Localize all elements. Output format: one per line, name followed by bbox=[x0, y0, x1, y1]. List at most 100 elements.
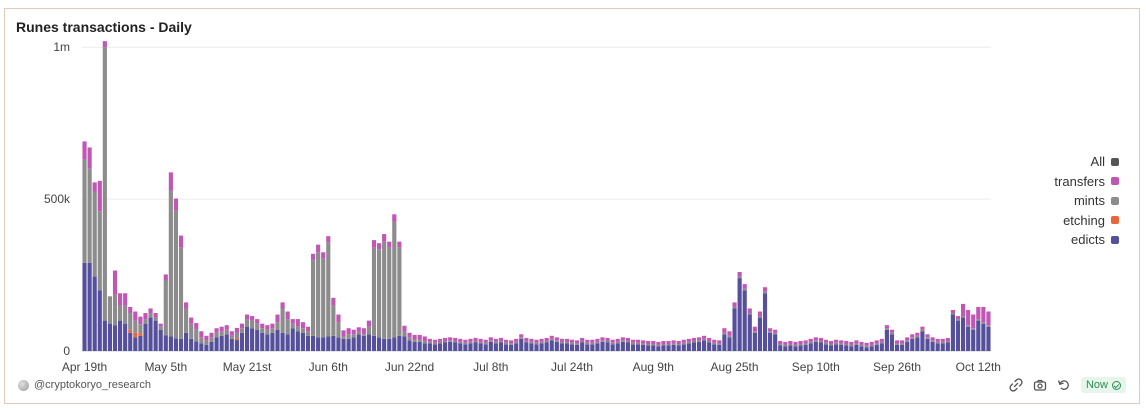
bar-edicts[interactable] bbox=[778, 345, 783, 351]
bar-transfers[interactable] bbox=[194, 323, 199, 330]
bar-edicts[interactable] bbox=[813, 341, 818, 351]
bar-transfers[interactable] bbox=[686, 338, 691, 342]
bar-transfers[interactable] bbox=[219, 326, 224, 332]
bar-edicts[interactable] bbox=[316, 337, 321, 351]
bar-mints[interactable] bbox=[158, 326, 163, 330]
bar-mints[interactable] bbox=[676, 344, 681, 346]
bar-transfers[interactable] bbox=[346, 328, 351, 335]
bar-edicts[interactable] bbox=[229, 338, 234, 351]
bar-mints[interactable] bbox=[818, 340, 823, 343]
bar-edicts[interactable] bbox=[834, 344, 839, 351]
bar-edicts[interactable] bbox=[625, 342, 630, 351]
bar-edicts[interactable] bbox=[107, 323, 113, 351]
bar-edicts[interactable] bbox=[610, 344, 615, 351]
bar-edicts[interactable] bbox=[118, 320, 123, 351]
status-badge[interactable]: Now bbox=[1080, 377, 1126, 393]
bar-transfers[interactable] bbox=[341, 330, 346, 337]
bar-transfers[interactable] bbox=[712, 339, 717, 343]
bar-edicts[interactable] bbox=[397, 335, 402, 351]
bar-transfers[interactable] bbox=[458, 338, 463, 342]
bar-edicts[interactable] bbox=[762, 293, 768, 351]
bar-transfers[interactable] bbox=[569, 339, 575, 343]
bar-edicts[interactable] bbox=[544, 342, 549, 351]
bar-transfers[interactable] bbox=[874, 340, 879, 344]
bar-mints[interactable] bbox=[275, 322, 280, 330]
bar-edicts[interactable] bbox=[432, 344, 438, 351]
bar-transfers[interactable] bbox=[250, 316, 255, 321]
bar-mints[interactable] bbox=[524, 340, 529, 343]
bar-edicts[interactable] bbox=[823, 344, 829, 351]
bar-mints[interactable] bbox=[732, 306, 737, 309]
bar-mints[interactable] bbox=[153, 317, 158, 321]
bar-edicts[interactable] bbox=[371, 335, 377, 351]
bar-edicts[interactable] bbox=[219, 335, 224, 351]
bar-transfers[interactable] bbox=[681, 339, 686, 343]
bar-transfers[interactable] bbox=[305, 326, 311, 332]
bar-mints[interactable] bbox=[788, 344, 793, 346]
bar-edicts[interactable] bbox=[336, 337, 341, 351]
bar-edicts[interactable] bbox=[585, 344, 590, 351]
bar-transfers[interactable] bbox=[595, 338, 600, 342]
bar-edicts[interactable] bbox=[488, 341, 493, 351]
bar-transfers[interactable] bbox=[133, 311, 138, 321]
bar-mints[interactable] bbox=[905, 340, 910, 342]
bar-transfers[interactable] bbox=[498, 337, 504, 341]
legend-item-edicts[interactable]: edicts bbox=[1054, 230, 1119, 250]
bar-edicts[interactable] bbox=[204, 344, 209, 351]
bar-mints[interactable] bbox=[376, 249, 382, 338]
bar-mints[interactable] bbox=[514, 341, 519, 344]
bar-edicts[interactable] bbox=[87, 262, 92, 351]
bar-edicts[interactable] bbox=[615, 343, 620, 351]
bar-mints[interactable] bbox=[783, 344, 788, 347]
bar-mints[interactable] bbox=[488, 340, 493, 342]
bar-mints[interactable] bbox=[864, 345, 869, 348]
bar-mints[interactable] bbox=[575, 343, 580, 345]
bar-edicts[interactable] bbox=[976, 320, 981, 351]
bar-transfers[interactable] bbox=[138, 316, 143, 325]
bar-etching[interactable] bbox=[138, 333, 143, 336]
bar-transfers[interactable] bbox=[422, 336, 427, 341]
bar-transfers[interactable] bbox=[321, 252, 326, 259]
bar-edicts[interactable] bbox=[234, 340, 239, 351]
bar-mints[interactable] bbox=[503, 342, 509, 345]
bar-mints[interactable] bbox=[189, 323, 194, 339]
bar-transfers[interactable] bbox=[402, 325, 407, 332]
bar-mints[interactable] bbox=[219, 331, 224, 336]
bar-transfers[interactable] bbox=[234, 327, 239, 333]
bar-edicts[interactable] bbox=[920, 331, 925, 351]
bar-mints[interactable] bbox=[483, 342, 488, 345]
bar-transfers[interactable] bbox=[87, 147, 92, 169]
bar-edicts[interactable] bbox=[82, 262, 87, 351]
bar-edicts[interactable] bbox=[519, 338, 524, 351]
bar-mints[interactable] bbox=[813, 340, 818, 342]
bar-transfers[interactable] bbox=[600, 337, 605, 341]
bar-edicts[interactable] bbox=[524, 342, 529, 351]
bar-mints[interactable] bbox=[290, 323, 295, 329]
bar-transfers[interactable] bbox=[859, 341, 864, 345]
bar-edicts[interactable] bbox=[620, 341, 625, 351]
bar-mints[interactable] bbox=[823, 342, 829, 345]
bar-edicts[interactable] bbox=[986, 326, 991, 351]
bar-mints[interactable] bbox=[696, 340, 702, 342]
bar-transfers[interactable] bbox=[199, 331, 204, 338]
bar-mints[interactable] bbox=[712, 342, 717, 345]
bar-mints[interactable] bbox=[493, 341, 498, 344]
bar-transfers[interactable] bbox=[148, 308, 153, 314]
bar-edicts[interactable] bbox=[844, 345, 849, 351]
bar-transfers[interactable] bbox=[270, 323, 275, 329]
bar-edicts[interactable] bbox=[331, 335, 336, 351]
bar-mints[interactable] bbox=[97, 211, 102, 291]
bar-transfers[interactable] bbox=[935, 338, 940, 342]
bar-edicts[interactable] bbox=[656, 346, 661, 351]
bar-mints[interactable] bbox=[722, 332, 727, 335]
bar-transfers[interactable] bbox=[950, 309, 955, 314]
bar-edicts[interactable] bbox=[539, 343, 544, 351]
bar-edicts[interactable] bbox=[686, 343, 691, 351]
bar-edicts[interactable] bbox=[839, 344, 844, 351]
bar-mints[interactable] bbox=[762, 291, 768, 294]
bar-edicts[interactable] bbox=[930, 341, 935, 351]
bar-transfers[interactable] bbox=[818, 337, 823, 341]
bar-mints[interactable] bbox=[341, 336, 346, 339]
bar-mints[interactable] bbox=[478, 341, 483, 344]
bar-mints[interactable] bbox=[879, 341, 884, 344]
